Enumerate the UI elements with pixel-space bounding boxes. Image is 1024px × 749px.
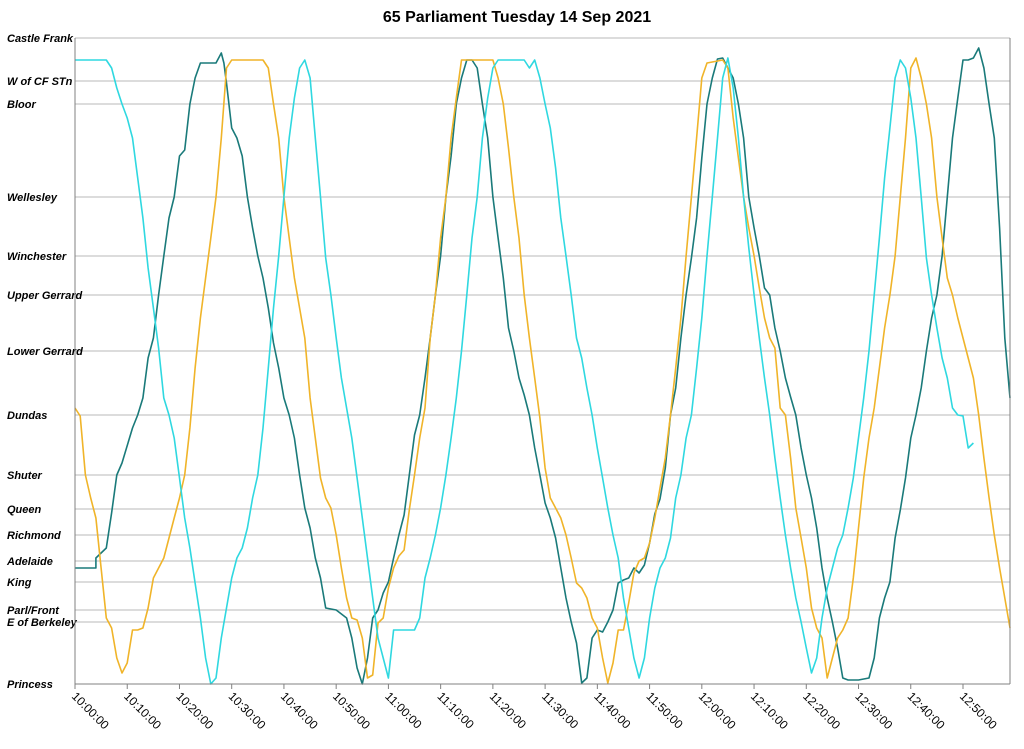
x-tick-label: 10:30:00	[226, 689, 269, 732]
stop-label: Adelaide	[6, 556, 53, 568]
x-tick-label: 11:50:00	[643, 689, 686, 732]
x-tick-label: 12:20:00	[800, 689, 843, 732]
chart-title: 65 Parliament Tuesday 14 Sep 2021	[383, 9, 651, 26]
stop-label: Bloor	[7, 99, 36, 111]
x-tick-label: 10:10:00	[121, 689, 164, 732]
stop-label: Winchester	[7, 251, 67, 263]
x-tick-label: 12:10:00	[748, 689, 791, 732]
x-tick-label: 12:30:00	[852, 689, 895, 732]
x-tick-label: 11:40:00	[591, 689, 634, 732]
stop-label: W of CF STn	[7, 76, 73, 88]
x-tick-label: 10:20:00	[173, 689, 216, 732]
stop-label: E of Berkeley	[7, 617, 78, 629]
stop-label: Upper Gerrard	[7, 290, 82, 302]
series-lines	[74, 47, 1011, 685]
stop-label: Queen	[7, 504, 42, 516]
stop-labels: Castle Frank W of CF STn Bloor Wellesley Win…	[6, 33, 83, 691]
x-tick-label: 11:00:00	[382, 689, 425, 732]
series-line-3	[75, 57, 974, 685]
stop-label: Dundas	[7, 410, 47, 422]
x-tick-label: 12:40:00	[905, 689, 948, 732]
x-tick-label: 12:50:00	[957, 689, 1000, 732]
series-line-1	[75, 47, 1011, 685]
stop-label: Richmond	[7, 530, 61, 542]
stop-label: Princess	[7, 679, 53, 691]
stop-label: Parl/Front	[7, 605, 60, 617]
x-tick-label: 10:00:00	[69, 689, 112, 732]
x-tick-label: 11:30:00	[539, 689, 582, 732]
x-tick-label: 10:50:00	[330, 689, 373, 732]
x-tick-labels: 10:00:00 10:10:00 10:20:00 10:30:00 10:40:00…	[69, 689, 1000, 732]
stop-label: Lower Gerrard	[7, 346, 83, 358]
stop-label: Castle Frank	[7, 33, 74, 45]
x-tick-label: 10:40:00	[278, 689, 321, 732]
stop-label: Wellesley	[7, 192, 58, 204]
gridlines	[75, 37, 1010, 685]
stop-label: King	[7, 577, 32, 589]
axes	[74, 38, 1011, 689]
x-tick-label: 11:20:00	[487, 689, 530, 732]
stop-label: Shuter	[7, 470, 43, 482]
x-tick-label: 11:10:00	[435, 689, 478, 732]
series-line-2	[74, 57, 1011, 684]
x-tick-label: 12:00:00	[696, 689, 739, 732]
